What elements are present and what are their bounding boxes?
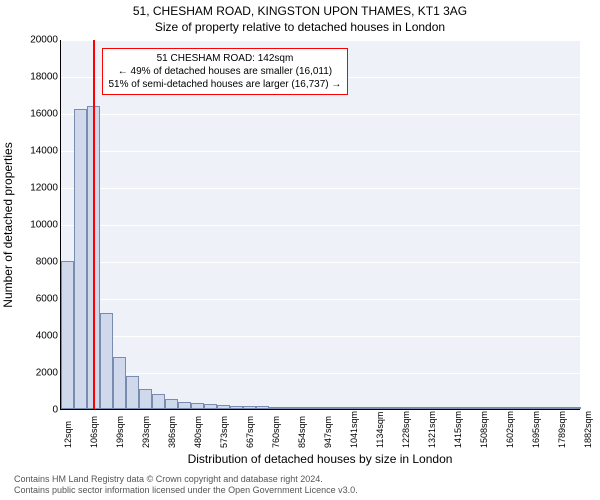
histogram-bar [165, 399, 178, 409]
footer-line-1: Contains HM Land Registry data © Crown c… [14, 474, 358, 485]
histogram-bar [360, 407, 373, 409]
y-tick-label: 2000 [18, 368, 58, 379]
annotation-box: 51 CHESHAM ROAD: 142sqm ← 49% of detache… [102, 48, 349, 95]
x-tick-label: 293sqm [141, 416, 151, 448]
histogram-bar [204, 404, 217, 409]
histogram-bar [490, 407, 503, 409]
chart-subtitle: Size of property relative to detached ho… [0, 20, 600, 34]
y-tick-label: 16000 [18, 109, 58, 120]
histogram-bar [191, 403, 204, 409]
histogram-bar [74, 109, 87, 409]
y-tick-label: 20000 [18, 35, 58, 46]
histogram-bar [438, 407, 451, 409]
x-tick-label: 106sqm [89, 416, 99, 448]
histogram-bar [178, 402, 191, 409]
histogram-bar [256, 406, 269, 409]
histogram-bar [347, 407, 360, 409]
histogram-bar [568, 407, 581, 409]
histogram-bar [139, 389, 152, 409]
y-axis-label: Number of detached properties [1, 142, 15, 307]
y-tick-label: 8000 [18, 257, 58, 268]
gridline [61, 373, 580, 374]
gridline [61, 336, 580, 337]
gridline [61, 40, 580, 41]
gridline [61, 410, 580, 411]
histogram-bar [282, 407, 295, 409]
x-tick-label: 947sqm [323, 416, 333, 448]
annotation-line-1: 51 CHESHAM ROAD: 142sqm [109, 52, 342, 65]
x-tick-label: 1415sqm [453, 411, 463, 448]
x-tick-label: 386sqm [167, 416, 177, 448]
gridline [61, 188, 580, 189]
histogram-bar [386, 407, 399, 409]
histogram-bar [555, 407, 568, 409]
gridline [61, 262, 580, 263]
histogram-bar [152, 394, 165, 409]
histogram-bar [516, 407, 529, 409]
histogram-bar [412, 407, 425, 409]
chart-title: 51, CHESHAM ROAD, KINGSTON UPON THAMES, … [0, 4, 600, 18]
y-tick-label: 10000 [18, 220, 58, 231]
x-tick-label: 760sqm [271, 416, 281, 448]
x-tick-label: 12sqm [63, 421, 73, 448]
histogram-bar [464, 407, 477, 409]
x-axis-label: Distribution of detached houses by size … [60, 452, 580, 466]
gridline [61, 225, 580, 226]
y-tick-label: 12000 [18, 183, 58, 194]
x-tick-label: 1228sqm [401, 411, 411, 448]
histogram-bar [451, 407, 464, 409]
plot-area: 51 CHESHAM ROAD: 142sqm ← 49% of detache… [60, 40, 580, 410]
histogram-bar [321, 407, 334, 409]
y-tick-label: 6000 [18, 294, 58, 305]
x-tick-label: 1041sqm [349, 411, 359, 448]
chart-container: 51, CHESHAM ROAD, KINGSTON UPON THAMES, … [0, 0, 600, 500]
histogram-bar [126, 376, 139, 409]
gridline [61, 299, 580, 300]
x-tick-label: 1602sqm [505, 411, 515, 448]
histogram-bar [542, 407, 555, 409]
histogram-bar [373, 407, 386, 409]
histogram-bar [243, 406, 256, 409]
histogram-bar [217, 405, 230, 409]
histogram-bar [425, 407, 438, 409]
x-tick-label: 1695sqm [531, 411, 541, 448]
y-tick-label: 14000 [18, 146, 58, 157]
footer-line-2: Contains public sector information licen… [14, 485, 358, 496]
histogram-bar [529, 407, 542, 409]
annotation-line-3: 51% of semi-detached houses are larger (… [109, 78, 342, 91]
histogram-bar [334, 407, 347, 409]
histogram-bar [477, 407, 490, 409]
x-tick-label: 1882sqm [583, 411, 593, 448]
gridline [61, 151, 580, 152]
histogram-bar [503, 407, 516, 409]
y-tick-label: 18000 [18, 72, 58, 83]
histogram-bar [230, 406, 243, 410]
histogram-bar [399, 407, 412, 409]
x-tick-label: 667sqm [245, 416, 255, 448]
gridline [61, 114, 580, 115]
property-marker-line [93, 40, 95, 409]
footer-attribution: Contains HM Land Registry data © Crown c… [14, 474, 358, 496]
histogram-bar [113, 357, 126, 409]
annotation-line-2: ← 49% of detached houses are smaller (16… [109, 65, 342, 78]
histogram-bar [100, 313, 113, 409]
histogram-bar [269, 407, 282, 409]
x-tick-label: 1134sqm [375, 412, 385, 448]
x-tick-label: 854sqm [297, 416, 307, 448]
x-tick-label: 1789sqm [557, 411, 567, 448]
x-tick-label: 573sqm [219, 416, 229, 448]
histogram-bar [61, 261, 74, 409]
x-tick-label: 1508sqm [479, 411, 489, 448]
y-tick-label: 4000 [18, 331, 58, 342]
x-tick-label: 199sqm [115, 416, 125, 448]
x-tick-label: 1321sqm [427, 411, 437, 448]
histogram-bar [308, 407, 321, 409]
histogram-bar [295, 407, 308, 409]
x-tick-label: 480sqm [193, 416, 203, 448]
y-tick-label: 0 [18, 405, 58, 416]
